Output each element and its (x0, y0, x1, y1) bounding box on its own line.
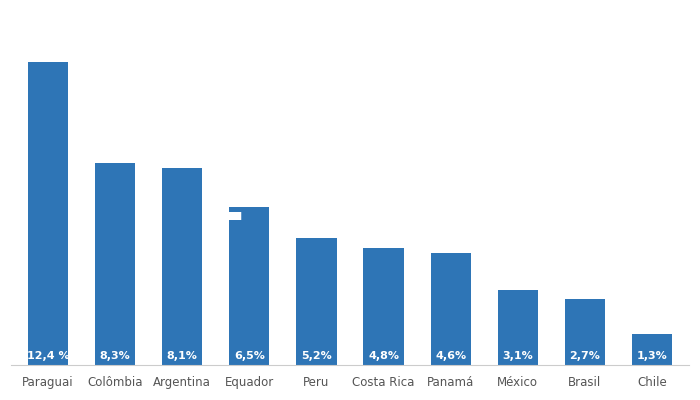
Text: 8,3%: 8,3% (100, 350, 130, 360)
Bar (632, 334, 672, 366)
Text: 6,5%: 6,5% (234, 350, 265, 360)
Text: 2,7%: 2,7% (569, 350, 601, 360)
Text: 2: 2 (203, 174, 245, 234)
Bar (28, 62, 68, 366)
Bar (430, 253, 471, 366)
Bar (498, 290, 538, 366)
Text: 3: 3 (371, 174, 413, 234)
Text: 4,6%: 4,6% (435, 350, 466, 360)
Text: 3,1%: 3,1% (503, 350, 533, 360)
Bar (296, 238, 337, 366)
Text: 5,2%: 5,2% (301, 350, 332, 360)
Bar (95, 163, 135, 366)
Text: 8,1%: 8,1% (167, 350, 197, 360)
Bar (162, 168, 202, 366)
Text: 1,3%: 1,3% (636, 350, 667, 360)
Bar (565, 300, 605, 366)
Text: 4,8%: 4,8% (368, 350, 399, 360)
Bar (229, 207, 270, 366)
Bar (363, 248, 404, 366)
Text: 12,4 %: 12,4 % (27, 350, 69, 360)
